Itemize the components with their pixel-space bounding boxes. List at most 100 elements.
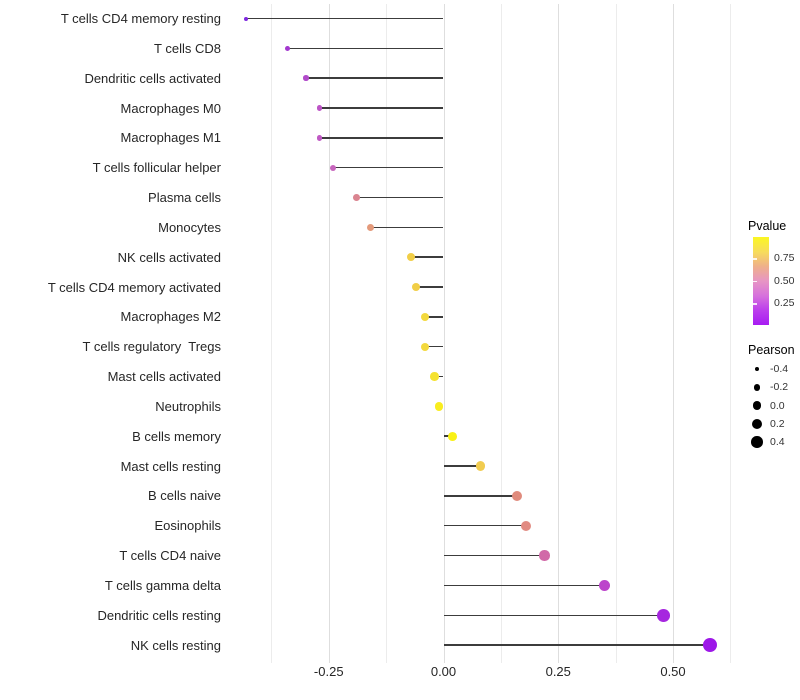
pvalue-colorbar xyxy=(753,237,769,325)
lollipop-stem xyxy=(443,465,481,467)
y-axis-label: T cells regulatory Tregs xyxy=(82,339,221,355)
data-point xyxy=(244,16,249,21)
gridline-minor xyxy=(615,4,617,663)
size-legend-label: 0.2 xyxy=(770,417,785,430)
y-axis-label: B cells memory xyxy=(132,428,221,444)
size-legend-dot xyxy=(751,418,763,429)
y-axis-label: NK cells resting xyxy=(130,637,221,653)
data-point xyxy=(475,461,485,471)
gridline-major xyxy=(673,4,674,663)
data-point xyxy=(420,312,430,321)
y-axis-label: Dendritic cells activated xyxy=(84,70,221,86)
data-point xyxy=(352,194,360,201)
lollipop-stem xyxy=(411,256,444,258)
y-axis-label: Mast cells resting xyxy=(120,458,221,474)
colorbar-tick-label: 0.25 xyxy=(774,297,795,309)
y-axis-label: NK cells activated xyxy=(117,249,221,265)
y-axis-label: T cells CD4 memory resting xyxy=(60,11,221,26)
lollipop-stem xyxy=(333,166,444,169)
data-point xyxy=(702,637,717,653)
lollipop-stem xyxy=(287,47,444,50)
x-axis-tick-label: 0.50 xyxy=(660,664,686,679)
lollipop-stem xyxy=(319,137,444,139)
y-axis-label: B cells naive xyxy=(148,488,221,504)
lollipop-stem xyxy=(443,435,453,437)
lollipop-stem xyxy=(443,584,605,587)
data-point xyxy=(407,253,416,262)
y-axis-label: T cells CD4 naive xyxy=(119,548,221,564)
y-axis-label: T cells CD4 memory activated xyxy=(47,279,221,295)
data-point xyxy=(511,490,522,501)
data-point xyxy=(521,520,532,531)
lollipop-stem xyxy=(415,286,444,288)
lollipop-stem xyxy=(443,495,517,497)
lollipop-stem xyxy=(370,226,444,229)
data-point xyxy=(330,164,337,171)
y-axis-label: T cells gamma delta xyxy=(104,577,221,593)
y-axis-label: Dendritic cells resting xyxy=(97,607,221,623)
size-legend-dot xyxy=(752,401,762,410)
data-point xyxy=(316,105,323,111)
data-point xyxy=(430,372,439,381)
pvalue-legend-title: Pvalue xyxy=(748,219,787,233)
y-axis-label: T cells CD8 xyxy=(154,40,221,56)
y-axis-label: Eosinophils xyxy=(154,518,222,534)
y-axis-label: Monocytes xyxy=(158,219,221,235)
y-axis-label: Macrophages M2 xyxy=(120,309,221,325)
size-legend-label: 0.4 xyxy=(770,436,785,449)
lollipop-stem xyxy=(434,375,444,378)
data-point xyxy=(448,431,458,441)
size-legend-dot xyxy=(753,383,761,391)
y-axis-label: Macrophages M1 xyxy=(120,130,221,146)
size-legend-label: 0.0 xyxy=(770,399,785,412)
data-point xyxy=(434,402,444,411)
x-axis-tick-label: -0.25 xyxy=(313,664,344,679)
y-axis-label: Macrophages M0 xyxy=(120,100,221,116)
data-point xyxy=(316,134,323,141)
size-legend-dot xyxy=(754,366,760,372)
data-point xyxy=(598,579,610,591)
lollipop-stem xyxy=(319,107,444,109)
y-axis-label: Neutrophils xyxy=(155,398,221,414)
gridline-minor xyxy=(730,4,732,663)
colorbar-tick xyxy=(753,258,757,260)
lollipop-stem xyxy=(443,524,527,527)
gridline-major xyxy=(328,4,330,663)
gridline-minor xyxy=(500,4,502,663)
pearson-legend-title: Pearson xyxy=(748,343,795,357)
y-axis-label: Mast cells activated xyxy=(107,369,221,385)
lollipop-stem xyxy=(443,614,664,616)
data-point xyxy=(284,45,290,51)
gridline-minor xyxy=(271,4,273,663)
x-axis-tick-label: 0.00 xyxy=(430,664,457,679)
size-legend-dot xyxy=(751,436,763,448)
data-point xyxy=(366,223,374,231)
data-point xyxy=(657,608,671,622)
lollipop-stem xyxy=(425,345,444,348)
gridline-minor xyxy=(386,4,388,663)
data-point xyxy=(411,282,420,292)
y-axis-label: T cells follicular helper xyxy=(92,160,221,176)
data-point xyxy=(539,550,550,561)
plot-panel xyxy=(228,4,740,663)
legend: Pvalue 0.75 0.50 0.25 Pearson -0.4 -0.2 0.0 0… xyxy=(744,0,800,700)
lollipop-stem xyxy=(356,196,444,199)
data-point xyxy=(420,342,430,351)
lollipop-stem xyxy=(443,644,710,646)
lollipop-stem xyxy=(425,316,444,318)
size-legend-label: -0.4 xyxy=(770,363,789,375)
x-axis-tick-label: 0.25 xyxy=(545,664,571,679)
data-point xyxy=(303,75,309,81)
gridline-major xyxy=(558,4,560,663)
colorbar-tick-label: 0.50 xyxy=(774,274,795,287)
lollipop-stem xyxy=(443,554,545,557)
colorbar-tick-label: 0.75 xyxy=(774,252,795,264)
lollipop-stem xyxy=(305,77,444,79)
gridline-major xyxy=(443,4,445,663)
size-legend-label: -0.2 xyxy=(770,381,789,394)
y-axis-label: Plasma cells xyxy=(148,190,221,205)
lollipop-stem xyxy=(246,17,444,20)
colorbar-tick xyxy=(753,303,757,305)
colorbar-tick xyxy=(753,280,757,282)
